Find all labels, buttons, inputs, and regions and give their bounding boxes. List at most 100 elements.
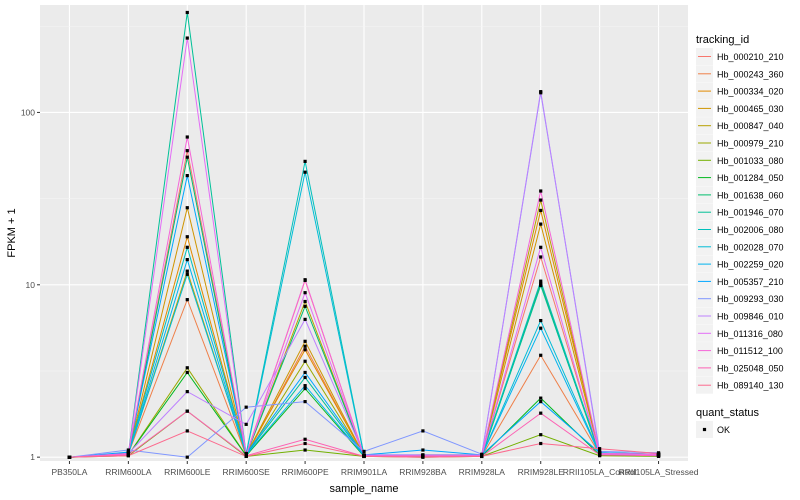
data-point [303,278,307,282]
x-axis-title: sample_name [329,483,398,495]
data-point [244,405,248,409]
data-point [539,400,543,404]
data-points [67,10,661,459]
data-point [185,149,189,153]
legend-label: Hb_025048_050 [717,363,784,373]
data-point [656,451,661,456]
data-point [539,198,543,202]
x-axis: PB350LA RRIM600LA RRIM600LE RRIM600SE RRIM60… [51,461,699,477]
legend-label: Hb_011316_080 [717,329,783,339]
legend-item: Hb_001946_070 [696,203,784,221]
data-point [303,400,307,404]
legend-label: Hb_002006_080 [717,225,784,235]
legend-label: Hb_009846_010 [717,312,784,322]
y-tick-label: 1 [30,452,35,462]
data-point [539,222,543,226]
data-point [185,429,189,433]
data-point [185,366,189,370]
data-point [303,304,307,308]
point-legend-title: quant_status [696,407,759,419]
data-point [303,159,307,163]
y-tick-label: 10 [26,280,36,290]
x-tick-label: RRIM928BA [399,467,447,477]
legend-item: Hb_001284_050 [696,169,784,187]
legend-label: Hb_001284_050 [717,173,784,183]
data-point [421,455,425,459]
legend-item: Hb_002259_020 [696,255,784,273]
legend-item: Hb_001638_060 [696,186,784,204]
data-point [185,455,189,459]
data-point [126,448,130,452]
legend-item: Hb_005357_210 [696,272,784,290]
x-tick-label: RRIM928LA [459,467,506,477]
data-point [303,448,307,452]
data-point [539,245,543,249]
data-point [539,283,543,288]
legend-item: Hb_025048_050 [696,359,784,377]
legend-label: Hb_005357_210 [717,277,784,287]
data-point [539,433,543,437]
data-point [539,189,543,193]
legend-item: Hb_011316_080 [696,324,783,342]
y-axis-title: FPKM + 1 [6,208,18,257]
data-point [303,375,307,380]
legend-item: Hb_009293_030 [696,290,784,308]
data-point [421,429,425,433]
legend-item: Hb_089140_130 [696,376,784,394]
data-point [539,353,543,357]
data-point [539,208,543,213]
data-point [303,344,307,348]
legend-label: Hb_000210_210 [717,52,784,62]
data-point [539,279,543,283]
legend-label: Hb_000465_030 [717,104,784,114]
data-point [185,269,189,273]
data-point [185,10,189,15]
data-point [539,318,543,323]
y-tick-label: 100 [21,107,35,117]
data-point [185,258,189,262]
data-point [185,36,189,40]
legend-label: Hb_000334_020 [717,87,784,97]
legend-item: Hb_000979_210 [696,134,784,152]
x-tick-label: RRII105LA_Stressed [619,467,699,477]
data-point [539,255,543,259]
data-point [539,326,543,330]
data-point [480,454,484,459]
x-tick-label: RRIM600PE [281,467,329,477]
x-tick-label: RRIM600LE [164,467,211,477]
x-tick-label: RRIM901LA [341,467,388,477]
data-point [303,339,307,343]
data-point [185,272,189,276]
data-point [303,291,307,295]
legend-item: Hb_000847_040 [696,117,784,135]
x-tick-label: RRIM600LA [105,467,152,477]
x-tick-label: RRIM928LE [518,467,565,477]
data-point [539,396,543,400]
legend-label: OK [717,425,730,435]
data-point [185,174,189,178]
point-legend-items: OK [696,421,730,438]
legend-item: Hb_000243_360 [696,65,784,83]
legend-label: Hb_002259_020 [717,260,784,270]
data-point [303,317,307,321]
data-point [656,454,661,458]
data-point [303,299,307,304]
data-point [362,454,366,459]
legend-label: Hb_000979_210 [717,139,784,149]
data-point [362,449,366,453]
legend-label: Hb_000847_040 [717,121,784,131]
legend-title: tracking_id [696,34,749,46]
data-point [303,437,307,441]
data-point [303,384,307,388]
data-point [185,245,189,249]
data-point [303,170,307,174]
legend-label: Hb_089140_130 [717,381,784,391]
legend-item: Hb_011512_100 [696,342,783,360]
data-point [185,135,189,139]
data-point [244,454,248,459]
legend-item: Hb_009846_010 [696,307,784,325]
legend-item: Hb_002028_070 [696,238,784,256]
legend-label: Hb_001946_070 [717,208,784,218]
point-legend-item: OK [696,421,730,438]
